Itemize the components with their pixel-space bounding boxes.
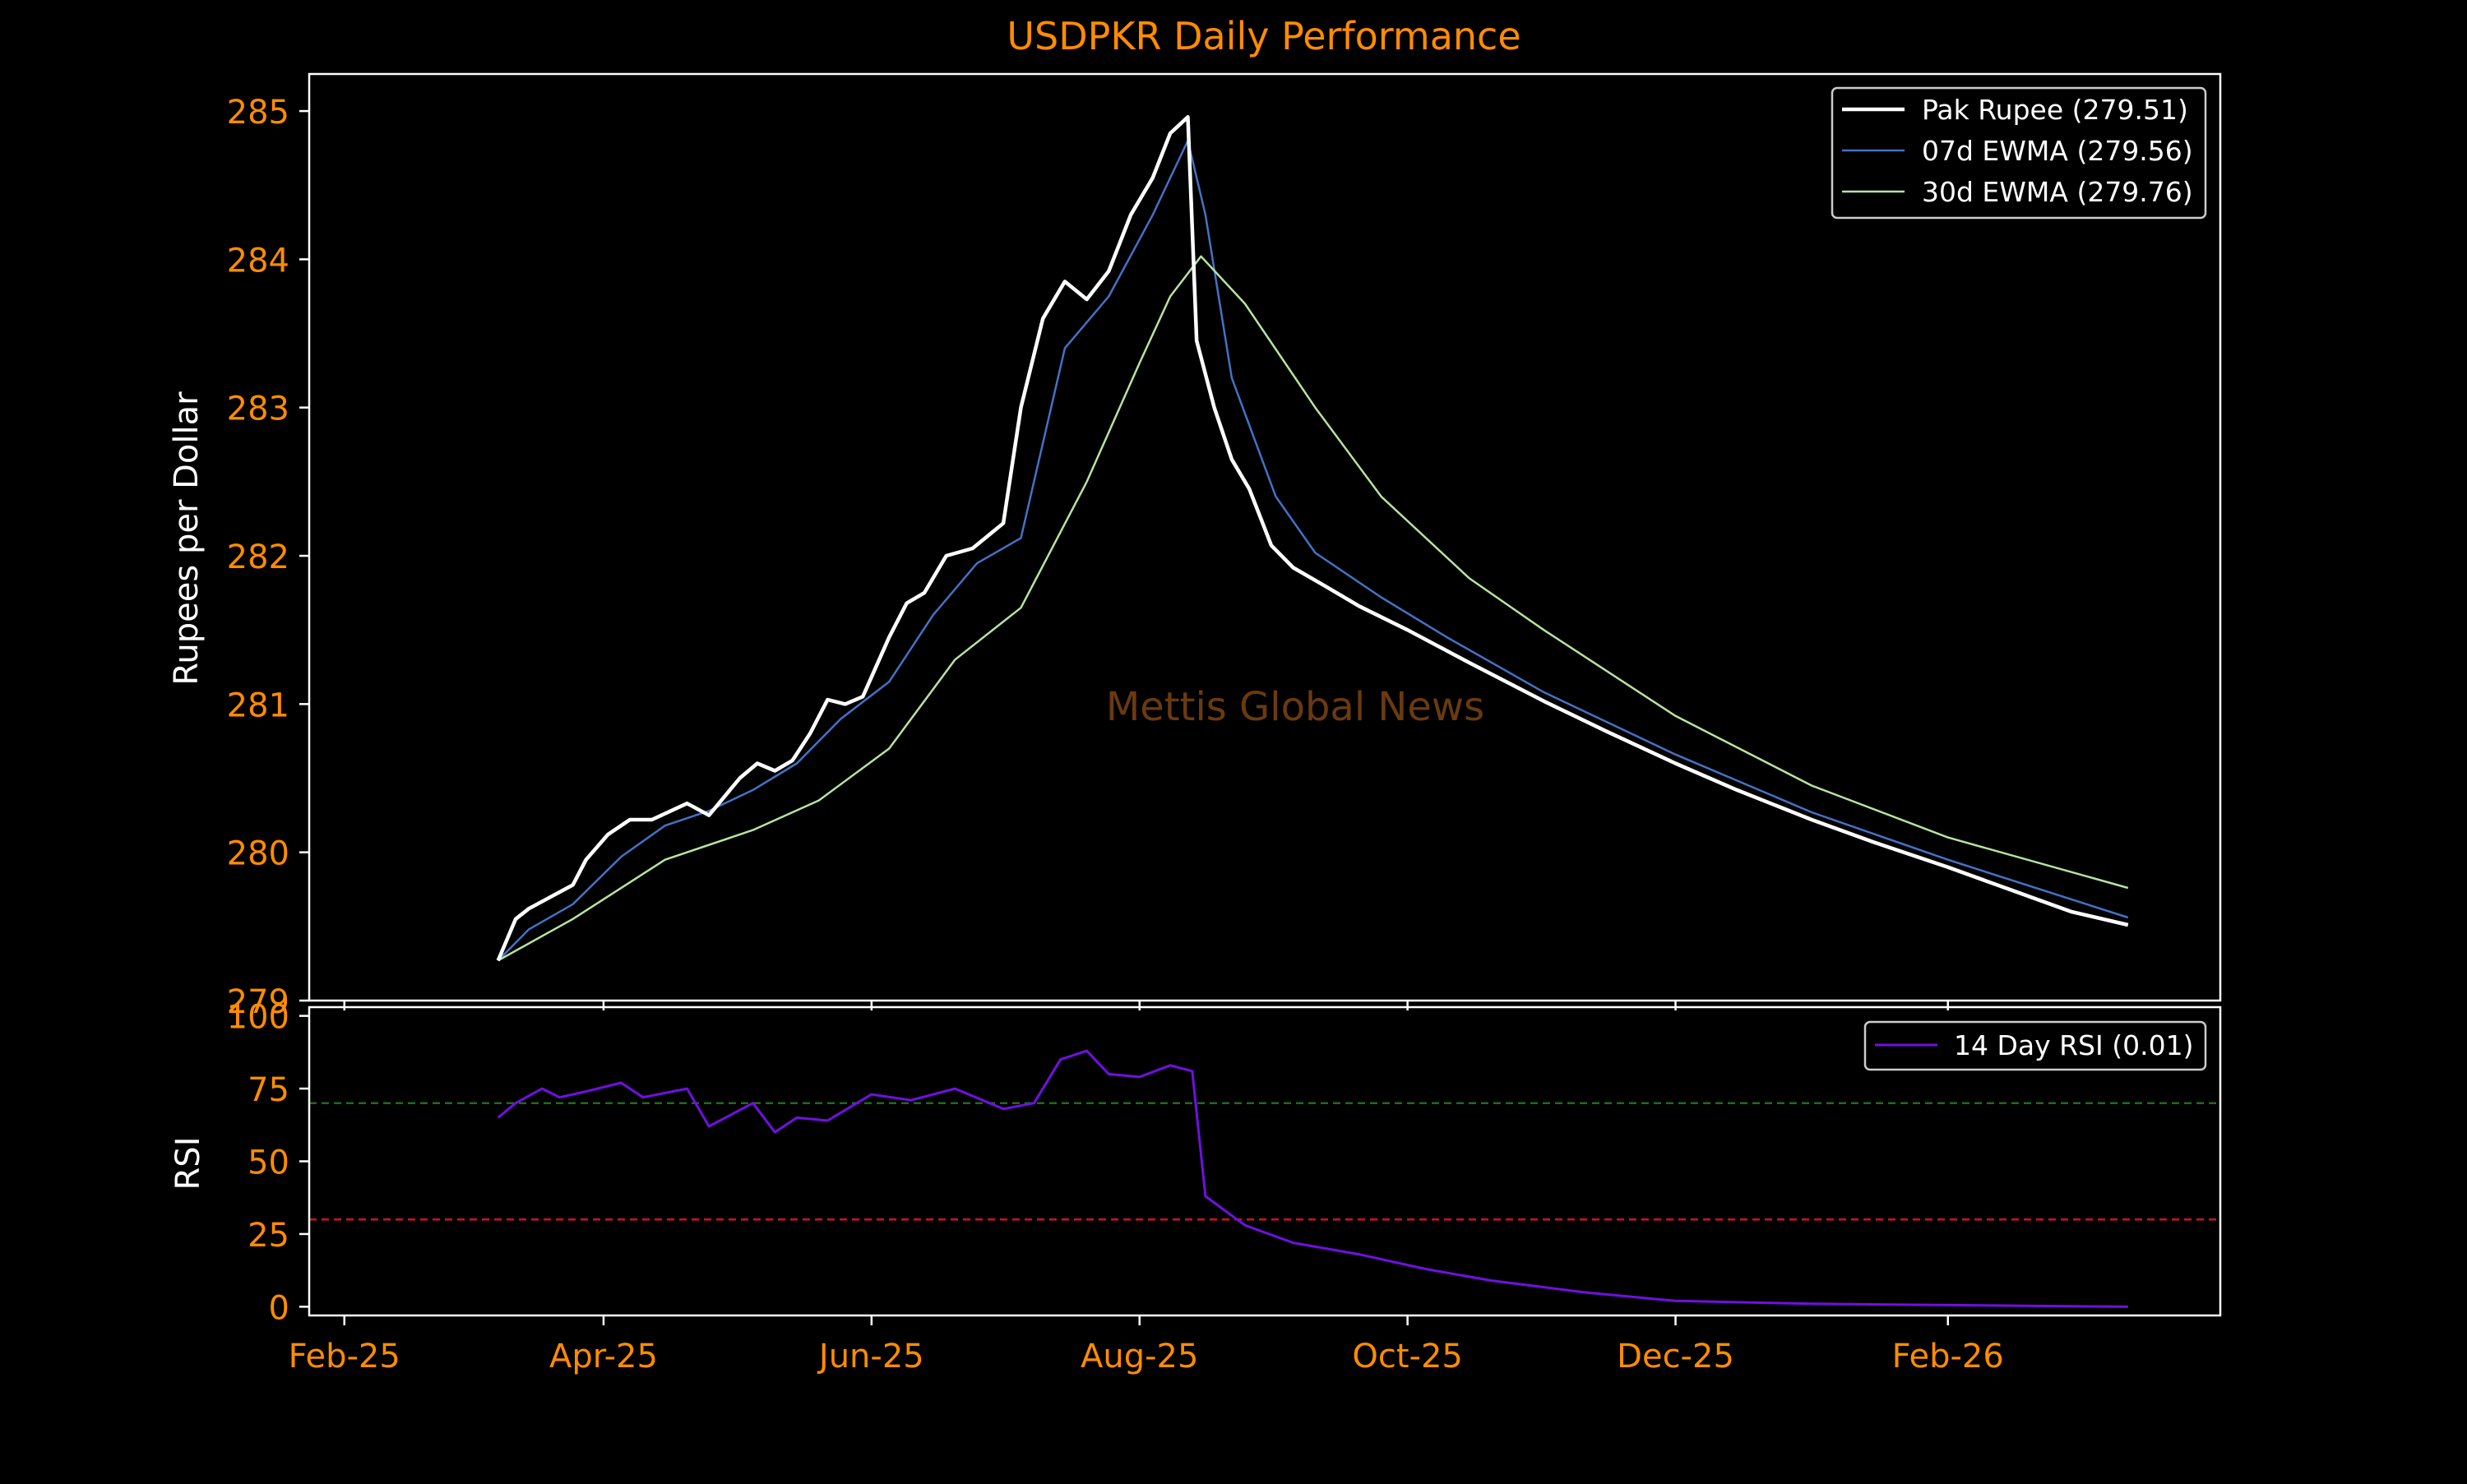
watermark-text: Mettis Global News bbox=[1106, 684, 1484, 730]
price-y-tick-label: 280 bbox=[227, 835, 289, 873]
x-tick-label: Aug-25 bbox=[1081, 1338, 1198, 1375]
rsi-panel: 0 25 50 75 100 Feb-25 Apr-25 Jun-25 Aug-25 Oct-2… bbox=[169, 999, 2222, 1375]
price-y-ticks: 279 280 281 282 283 284 285 bbox=[227, 94, 309, 1021]
price-legend: Pak Rupee (279.51) 07d EWMA (279.56) 30d E… bbox=[1831, 86, 2207, 220]
price-series-lines bbox=[496, 115, 2129, 962]
x-tick-label: Apr-25 bbox=[549, 1338, 658, 1375]
price-series-line-1 bbox=[497, 139, 2129, 962]
price-series-line-0 bbox=[496, 115, 2129, 962]
price-legend-label-0: Pak Rupee (279.51) bbox=[1922, 94, 2188, 126]
price-y-tick-label: 279 bbox=[227, 983, 289, 1021]
rsi-y-tick-label: 100 bbox=[227, 999, 289, 1037]
x-tick-label: Oct-25 bbox=[1352, 1338, 1463, 1375]
x-tick-label: Feb-25 bbox=[289, 1338, 400, 1375]
rsi-y-ticks: 0 25 50 75 100 bbox=[227, 999, 309, 1327]
rsi-y-tick-label: 75 bbox=[248, 1071, 289, 1109]
price-y-tick-label: 283 bbox=[227, 391, 289, 428]
price-legend-label-2: 30d EWMA (279.76) bbox=[1922, 176, 2193, 208]
rsi-y-tick-label: 25 bbox=[248, 1217, 289, 1255]
price-y-tick-label: 282 bbox=[227, 539, 289, 576]
rsi-series-line bbox=[497, 1049, 2128, 1308]
rsi-x-ticks: Feb-25 Apr-25 Jun-25 Aug-25 Oct-25 Dec-25 Feb-… bbox=[289, 1315, 2004, 1375]
x-tick-label: Feb-26 bbox=[1892, 1338, 2004, 1375]
price-y-tick-label: 281 bbox=[227, 687, 289, 724]
rsi-legend: 14 Day RSI (0.01) bbox=[1863, 1020, 2207, 1071]
rsi-series-lines bbox=[497, 1049, 2128, 1308]
price-legend-label-1: 07d EWMA (279.56) bbox=[1922, 135, 2193, 167]
rsi-panel-frame bbox=[308, 1006, 2222, 1317]
chart-title: USDPKR Daily Performance bbox=[1007, 14, 1520, 58]
x-tick-label: Jun-25 bbox=[817, 1338, 924, 1375]
price-legend-box bbox=[1831, 86, 2207, 220]
rsi-y-tick-label: 0 bbox=[269, 1289, 289, 1327]
price-series-line-2 bbox=[498, 255, 2129, 962]
price-y-axis-label: Rupees per Dollar bbox=[168, 391, 206, 686]
price-x-ticks bbox=[343, 1001, 1950, 1010]
rsi-legend-label: 14 Day RSI (0.01) bbox=[1954, 1029, 2193, 1061]
rsi-reference-lines bbox=[309, 1102, 2220, 1221]
price-panel-frame bbox=[308, 72, 2222, 1002]
rsi-y-axis-label: RSI bbox=[169, 1137, 207, 1190]
price-y-tick-label: 285 bbox=[227, 94, 289, 132]
rsi-y-tick-label: 50 bbox=[248, 1144, 289, 1182]
rsi-legend-box bbox=[1863, 1020, 2207, 1071]
price-y-tick-label: 284 bbox=[227, 242, 289, 280]
x-tick-label: Dec-25 bbox=[1617, 1338, 1734, 1375]
